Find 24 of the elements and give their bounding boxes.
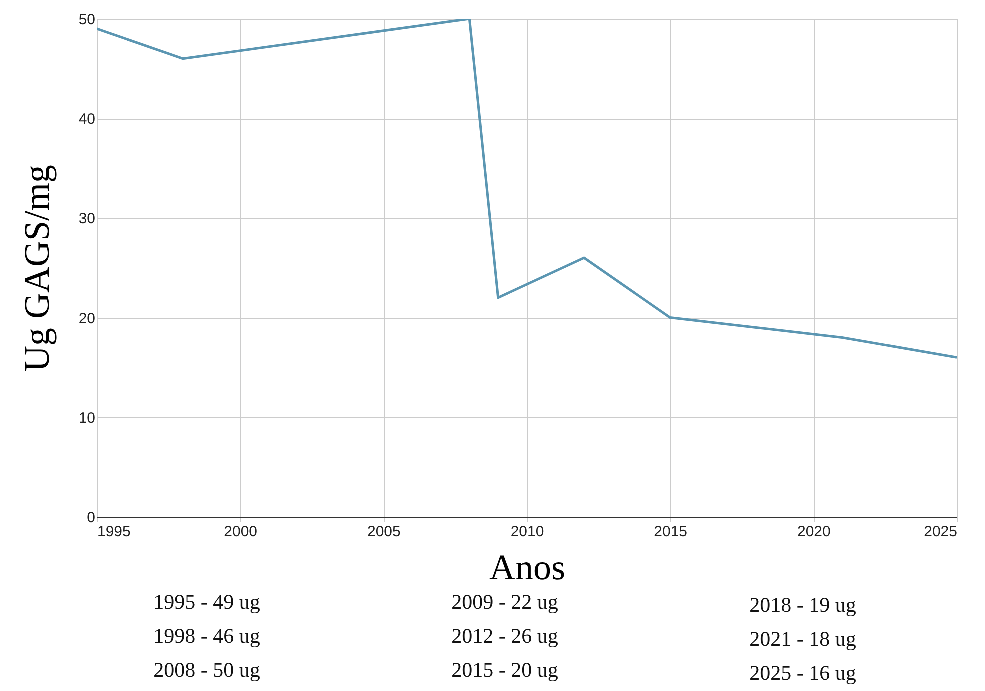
y-tick-label: 20 <box>78 310 96 328</box>
text: 2015 - 20 ug <box>452 658 559 682</box>
text: 2009 - 22 ug <box>452 590 559 614</box>
text: 2021 - 18 ug <box>750 627 857 651</box>
x-axis-title: Anos <box>489 548 566 588</box>
x-tick-label: 2015 <box>654 524 688 540</box>
y-tick-label: 40 <box>78 111 96 128</box>
text: 2012 - 26 ug <box>452 624 559 648</box>
text: 1995 - 49 ug <box>154 590 261 614</box>
y-tick-label: 30 <box>78 210 96 228</box>
x-tick-label: 2005 <box>367 524 401 540</box>
text: 2025 - 16 ug <box>750 661 857 685</box>
y-tick-label: 50 <box>78 12 96 28</box>
text: 2008 - 50 ug <box>154 658 261 682</box>
text: 2018 - 19 ug <box>750 593 857 617</box>
x-tick-label: 2010 <box>510 524 544 540</box>
y-tick-label: 10 <box>78 410 96 427</box>
y-axis-title: Ug GAGS/mg <box>16 164 57 372</box>
x-tick-label: 1995 <box>98 524 131 540</box>
text: 1998 - 46 ug <box>154 624 261 648</box>
x-tick-label: 2025 <box>924 524 958 540</box>
x-tick-label: 2020 <box>797 524 831 540</box>
y-tick-label: 0 <box>87 510 96 526</box>
x-tick-label: 2000 <box>224 524 258 540</box>
